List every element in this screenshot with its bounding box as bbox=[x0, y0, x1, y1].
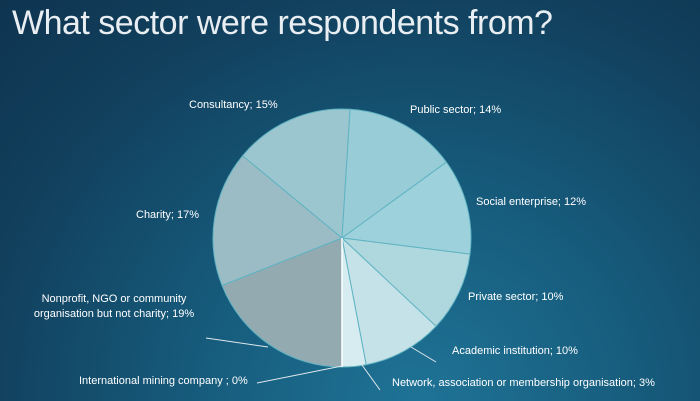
leader-line-network bbox=[361, 364, 381, 391]
label-network: Network, association or membership organ… bbox=[392, 377, 655, 389]
pie-slice-private-sector bbox=[340, 237, 471, 328]
pie-slice-academic-institution bbox=[341, 236, 437, 366]
label-charity: Charity; 17% bbox=[136, 209, 199, 221]
pie-slice-social-enterprise bbox=[340, 161, 472, 255]
pie-slice-consultancy bbox=[241, 108, 351, 240]
label-academic-institution: Academic institution; 10% bbox=[452, 345, 578, 357]
leader-line-nonprofit bbox=[205, 337, 269, 348]
pie-slice-public-sector bbox=[341, 108, 448, 240]
pie-slice-charity bbox=[212, 155, 343, 287]
label-public-sector: Public sector; 14% bbox=[410, 104, 502, 116]
label-international-mining: International mining company ; 0% bbox=[79, 375, 248, 387]
leader-line-mining bbox=[256, 365, 343, 384]
pie-slice-nonprofit-ngo-or-community-organisation-but-not-charity bbox=[221, 237, 343, 368]
label-social-enterprise: Social enterprise; 12% bbox=[476, 196, 587, 208]
label-nonprofit: Nonprofit, NGO or community organisation… bbox=[33, 293, 195, 320]
chart-title: What sector were respondents from? bbox=[12, 4, 553, 42]
leader-line-academic bbox=[410, 346, 437, 363]
label-consultancy: Consultancy; 15% bbox=[189, 99, 278, 111]
label-private-sector: Private sector; 10% bbox=[468, 291, 564, 303]
